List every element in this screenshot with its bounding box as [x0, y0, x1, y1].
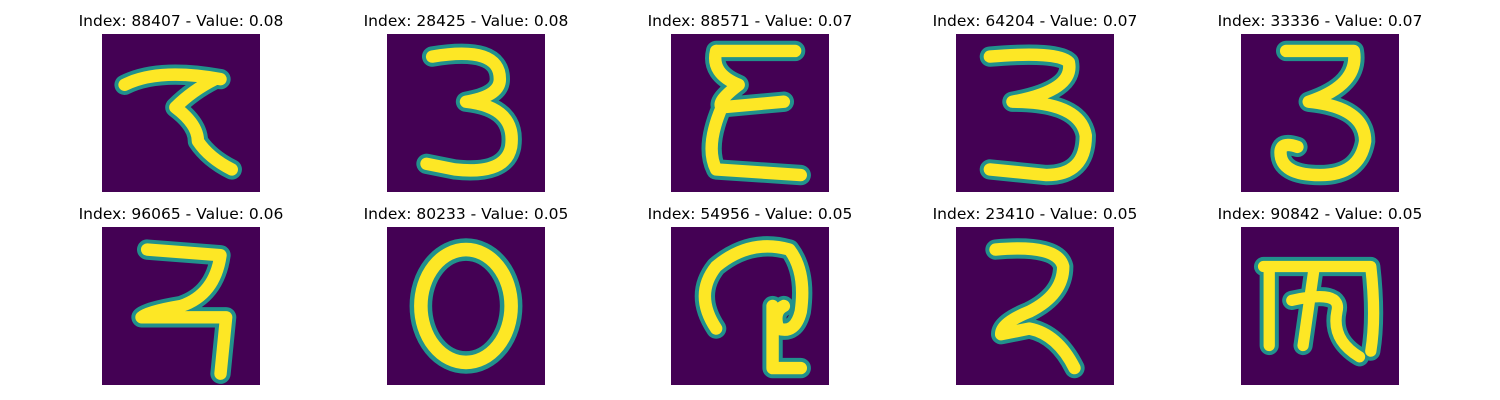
devanagari-seven-like-icon: [131, 239, 237, 384]
panel-title: Index: 88407 - Value: 0.08: [78, 12, 284, 30]
digit-image: [956, 227, 1114, 385]
panel-title: Index: 28425 - Value: 0.08: [363, 12, 569, 30]
panel-3: Index: 88571 - Value: 0.07: [620, 10, 880, 192]
panel-8: Index: 54956 - Value: 0.05: [620, 203, 880, 385]
panel-6: Index: 96065 - Value: 0.06: [51, 203, 311, 385]
panel-title: Index: 90842 - Value: 0.05: [1217, 205, 1423, 223]
panel-4: Index: 64204 - Value: 0.07: [905, 10, 1165, 192]
digit-image: [671, 227, 829, 385]
digit-image: [1241, 34, 1399, 192]
panel-title: Index: 33336 - Value: 0.07: [1217, 12, 1423, 30]
devanagari-two-like-icon: [985, 238, 1085, 379]
panel-title: Index: 23410 - Value: 0.05: [932, 205, 1138, 223]
digit-three-icon: [1270, 40, 1376, 186]
panel-9: Index: 23410 - Value: 0.05: [905, 203, 1165, 385]
panel-7: Index: 80233 - Value: 0.05: [336, 203, 596, 385]
digit-image: [387, 34, 545, 192]
panel-title: Index: 88571 - Value: 0.07: [647, 12, 853, 30]
digit-image: [102, 34, 260, 192]
panel-1: Index: 88407 - Value: 0.08: [51, 10, 311, 192]
digit-image: [1241, 227, 1399, 385]
panel-title: Index: 64204 - Value: 0.07: [932, 12, 1138, 30]
digit-three-flat-top-icon: [701, 40, 811, 186]
panel-5: Index: 33336 - Value: 0.07: [1190, 10, 1450, 192]
digit-image: [387, 227, 545, 385]
digit-three-icon: [416, 43, 522, 181]
panel-10: Index: 90842 - Value: 0.05: [1190, 203, 1450, 385]
panel-title: Index: 54956 - Value: 0.05: [647, 205, 853, 223]
digit-image: [102, 227, 260, 385]
digit-image: [671, 34, 829, 192]
devanagari-seven-like-icon: [114, 64, 242, 180]
devanagari-jha-like-icon: [1253, 256, 1384, 367]
digit-image: [956, 34, 1114, 192]
panel-2: Index: 28425 - Value: 0.08: [336, 10, 596, 192]
panel-title: Index: 80233 - Value: 0.05: [363, 205, 569, 223]
digit-three-icon: [979, 44, 1096, 186]
digit-zero-icon: [409, 238, 523, 374]
curled-glyph-icon: [694, 236, 813, 379]
panel-title: Index: 96065 - Value: 0.06: [78, 205, 284, 223]
